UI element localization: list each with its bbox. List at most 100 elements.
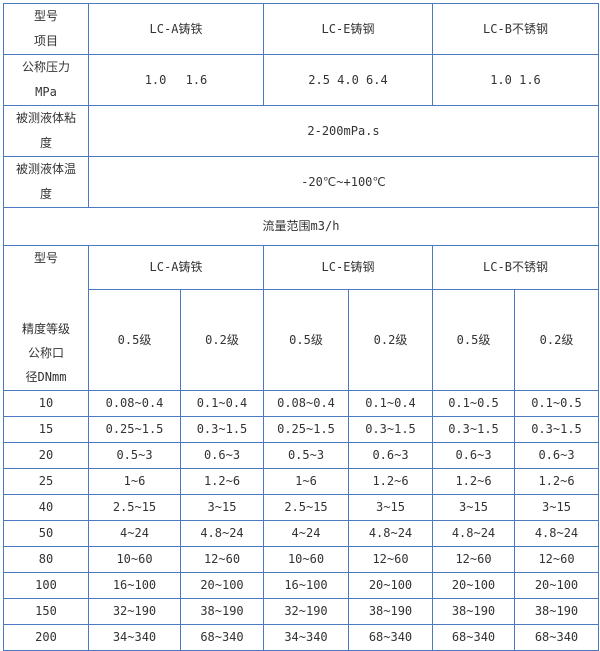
flow-range-cell: 38~190	[348, 598, 433, 625]
dn-cell: 80	[3, 546, 89, 573]
flow-range-cell: 16~100	[88, 572, 181, 599]
dn-cell: 150	[3, 598, 89, 625]
flow-range-cell: 0.6~3	[514, 442, 599, 469]
model-header: LC-A铸铁	[88, 3, 264, 55]
flow-range-cell: 38~190	[514, 598, 599, 625]
dn-cell: 10	[3, 390, 89, 417]
label-line: 型号	[33, 9, 58, 23]
label-line: 被测液体粘	[15, 111, 76, 125]
flow-range-cell: 68~340	[514, 624, 599, 651]
grade-row: 0.5级 0.2级 0.5级 0.2级 0.5级 0.2级	[4, 289, 599, 391]
flow-range-cell: 68~340	[180, 624, 264, 651]
flow-range-cell: 0.6~3	[180, 442, 264, 469]
pressure-label: 公称压力 MPa	[3, 54, 89, 106]
flow-range-cell: 20~100	[432, 572, 515, 599]
flow-range-cell: 32~190	[88, 598, 181, 625]
dn-cell: 15	[3, 416, 89, 443]
grade-cell: 0.5级	[432, 289, 515, 391]
dn-cell: 40	[3, 494, 89, 521]
flow-range-cell: 16~100	[263, 572, 349, 599]
grade-cell: 0.2级	[514, 289, 599, 391]
flow-range-cell: 34~340	[88, 624, 181, 651]
flow-range-cell: 38~190	[432, 598, 515, 625]
table-row: 80 10~60 12~60 10~60 12~60 12~60 12~60	[3, 546, 599, 573]
model-header: LC-E铸钢	[263, 3, 433, 55]
flow-range-cell: 4.8~24	[432, 520, 515, 547]
flow-range-cell: 0.25~1.5	[88, 416, 181, 443]
flow-range-cell: 3~15	[348, 494, 433, 521]
flow-range-cell: 0.6~3	[432, 442, 515, 469]
flow-model-row: 型号 精度等级 公称口 径DNmm LC-A铸铁 LC-E铸钢 LC-B不锈钢	[3, 245, 599, 391]
flow-range-cell: 1~6	[263, 468, 349, 495]
table-row: 150 32~190 38~190 32~190 38~190 38~190 38~190	[3, 598, 599, 625]
flow-range-cell: 20~100	[514, 572, 599, 599]
flow-range-cell: 0.1~0.4	[180, 390, 264, 417]
dn-cell: 25	[3, 468, 89, 495]
grade-cell: 0.5级	[88, 289, 181, 391]
dn-cell: 20	[3, 442, 89, 469]
flow-range-cell: 12~60	[514, 546, 599, 573]
dn-cell: 50	[3, 520, 89, 547]
model-header: LC-B不锈钢	[432, 3, 599, 55]
table-row: 40 2.5~15 3~15 2.5~15 3~15 3~15 3~15	[3, 494, 599, 521]
pressure-value: 1.0 1.6	[88, 54, 264, 106]
table-row: 50 4~24 4.8~24 4~24 4.8~24 4.8~24 4.8~24	[3, 520, 599, 547]
flow-range-cell: 68~340	[348, 624, 433, 651]
flow-range-cell: 2.5~15	[263, 494, 349, 521]
label-line: 被测液体温	[15, 162, 76, 176]
flow-range-cell: 1~6	[88, 468, 181, 495]
table-row: 200 34~340 68~340 34~340 68~340 68~340 68~340	[3, 624, 599, 651]
flow-range-cell: 4.8~24	[348, 520, 433, 547]
table-row: 15 0.25~1.5 0.3~1.5 0.25~1.5 0.3~1.5 0.3~1.5 0…	[3, 416, 599, 443]
flow-range-cell: 1.2~6	[514, 468, 599, 495]
flow-range-cell: 4~24	[263, 520, 349, 547]
flow-range-cell: 0.6~3	[348, 442, 433, 469]
row-label-cell: 型号 项目	[3, 3, 89, 55]
flow-range-cell: 20~100	[180, 572, 264, 599]
corner-cell: 型号 精度等级 公称口 径DNmm	[3, 245, 89, 391]
corner-line: 精度等级	[21, 322, 70, 336]
label-line: 公称压力	[21, 60, 70, 74]
grade-cell: 0.2级	[348, 289, 433, 391]
corner-line: 公称口	[27, 346, 64, 360]
label-line: 项目	[33, 34, 58, 48]
header-row: 型号项目 LC-A铸铁 LC-E铸钢 LC-B不锈钢	[3, 3, 599, 55]
table-row: 100 16~100 20~100 16~100 20~100 20~100 20~100	[3, 572, 599, 599]
flow-range-cell: 1.2~6	[180, 468, 264, 495]
flow-range-title: 流量范围m3/h	[3, 207, 599, 246]
flow-range-cell: 2.5~15	[88, 494, 181, 521]
flow-range-cell: 34~340	[263, 624, 349, 651]
pressure-row: 公称压力 MPa 1.0 1.6 2.5 4.0 6.4 1.0 1.6	[3, 54, 599, 106]
flow-title-row: 流量范围m3/h	[3, 207, 599, 246]
label-line: MPa	[35, 85, 57, 99]
flow-range-cell: 3~15	[432, 494, 515, 521]
flow-range-cell: 1.2~6	[432, 468, 515, 495]
flow-range-cell: 10~60	[88, 546, 181, 573]
dn-cell: 200	[3, 624, 89, 651]
flow-range-cell: 3~15	[514, 494, 599, 521]
flow-range-cell: 4.8~24	[180, 520, 264, 547]
flow-range-cell: 0.25~1.5	[263, 416, 349, 443]
corner-top: 型号	[33, 251, 58, 265]
temperature-value: -20℃~+100℃	[88, 156, 599, 208]
flow-range-cell: 0.5~3	[88, 442, 181, 469]
flow-range-cell: 0.1~0.5	[514, 390, 599, 417]
grade-cell: 0.2级	[180, 289, 264, 391]
temperature-row: 被测液体温度 -20℃~+100℃	[3, 156, 599, 208]
viscosity-label: 被测液体粘度	[3, 105, 89, 157]
table-row: 25 1~6 1.2~6 1~6 1.2~6 1.2~6 1.2~6	[3, 468, 599, 495]
flow-range-cell: 4~24	[88, 520, 181, 547]
model-header: LC-A铸铁	[88, 245, 264, 290]
label-line: 度	[39, 136, 52, 150]
temperature-label: 被测液体温度	[3, 156, 89, 208]
flow-range-cell: 38~190	[180, 598, 264, 625]
flow-range-cell: 32~190	[263, 598, 349, 625]
table-row: 20 0.5~3 0.6~3 0.5~3 0.6~3 0.6~3 0.6~3	[3, 442, 599, 469]
flow-range-cell: 1.2~6	[348, 468, 433, 495]
flow-range-cell: 0.08~0.4	[263, 390, 349, 417]
grade-cell: 0.5级	[263, 289, 349, 391]
flowmeter-spec-table: 型号 项目 LC-A铸铁 LC-E铸钢 LC-B不锈钢 公称压力 MPa 1.0 1…	[3, 3, 599, 651]
viscosity-value: 2-200mPa.s	[88, 105, 599, 157]
flow-range-cell: 0.3~1.5	[180, 416, 264, 443]
pressure-value: 2.5 4.0 6.4	[263, 54, 433, 106]
